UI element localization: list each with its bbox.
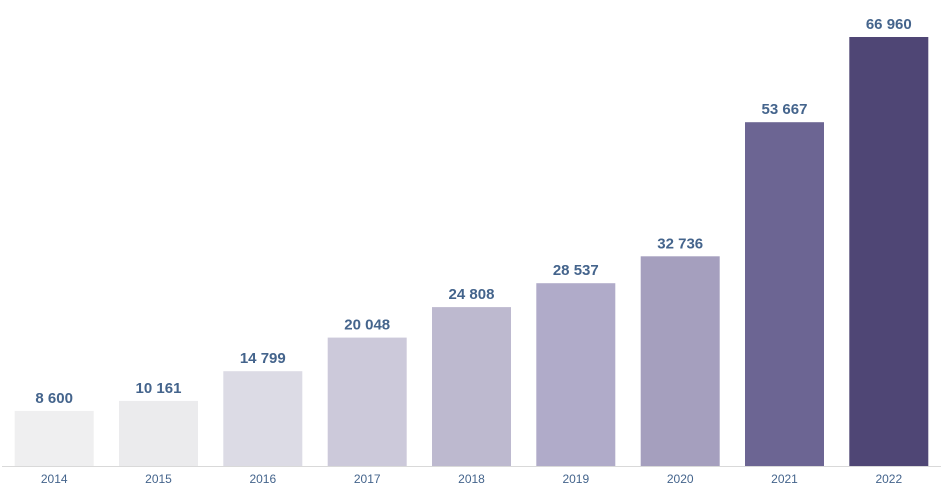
bar-2021 bbox=[745, 122, 824, 466]
value-label-2016: 14 799 bbox=[240, 350, 286, 367]
tick-label-2019: 2019 bbox=[562, 472, 589, 486]
bar-2020 bbox=[640, 256, 720, 466]
bar-2018 bbox=[432, 307, 511, 466]
value-label-2021: 53 667 bbox=[762, 101, 808, 118]
bar-2022 bbox=[849, 37, 929, 466]
bar-2019 bbox=[536, 283, 616, 466]
x-tick-labels-group: 2014 2015 2016 2017 2018 2019 2020 2021 2022 bbox=[41, 472, 903, 486]
tick-label-2020: 2020 bbox=[667, 472, 694, 486]
tick-label-2016: 2016 bbox=[249, 472, 276, 486]
bars-group bbox=[14, 37, 929, 466]
tick-label-2014: 2014 bbox=[41, 472, 68, 486]
tick-label-2022: 2022 bbox=[875, 472, 902, 486]
tick-label-2015: 2015 bbox=[145, 472, 172, 486]
value-label-2015: 10 161 bbox=[136, 380, 182, 397]
value-labels-group: 8 600 10 161 14 799 20 048 24 808 28 537 32 73… bbox=[35, 16, 911, 407]
value-label-2020: 32 736 bbox=[657, 235, 703, 252]
value-label-2019: 28 537 bbox=[553, 262, 599, 279]
value-label-2018: 24 808 bbox=[449, 286, 495, 303]
tick-label-2021: 2021 bbox=[771, 472, 798, 486]
tick-label-2017: 2017 bbox=[354, 472, 381, 486]
bar-2016 bbox=[223, 371, 303, 466]
value-label-2017: 20 048 bbox=[344, 317, 390, 334]
bar-2017 bbox=[327, 337, 407, 466]
value-label-2022: 66 960 bbox=[866, 16, 912, 33]
bar-2014 bbox=[14, 410, 94, 466]
value-label-2014: 8 600 bbox=[35, 390, 73, 407]
tick-label-2018: 2018 bbox=[458, 472, 485, 486]
bar-2015 bbox=[119, 400, 198, 466]
